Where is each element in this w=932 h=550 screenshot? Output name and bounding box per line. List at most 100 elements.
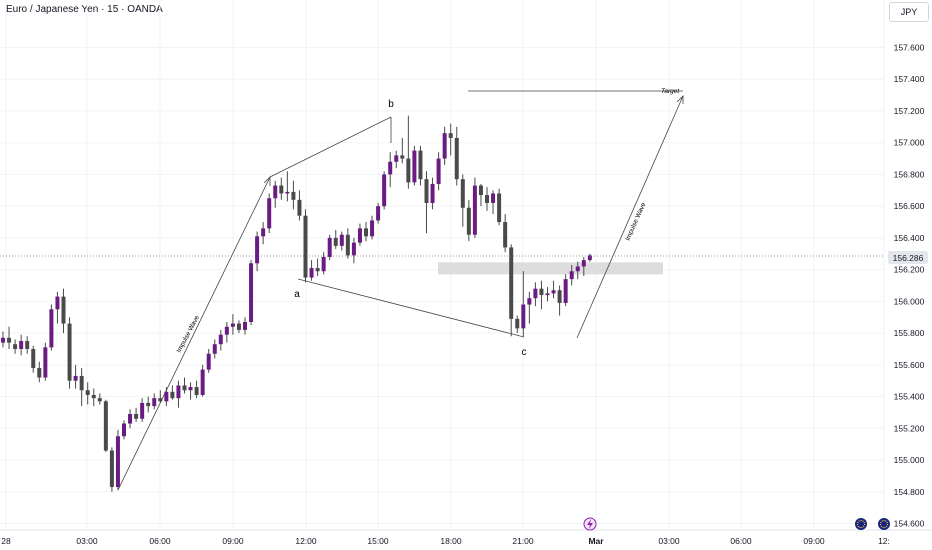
candle bbox=[43, 342, 48, 381]
candle bbox=[249, 260, 254, 326]
price-tick-label: 155.400 bbox=[894, 392, 925, 402]
candle-body bbox=[7, 337, 12, 343]
currency-button[interactable]: JPY bbox=[889, 2, 929, 22]
candle-body bbox=[249, 263, 254, 322]
candle bbox=[345, 228, 350, 259]
candle-body bbox=[527, 298, 532, 305]
candle-body bbox=[267, 198, 272, 229]
candle-body bbox=[539, 288, 544, 296]
candle-body bbox=[236, 323, 241, 330]
candle-body bbox=[152, 398, 157, 407]
line-a-to-b[interactable] bbox=[269, 116, 392, 178]
time-tick-label: Mar bbox=[588, 536, 604, 546]
candle-body bbox=[285, 191, 290, 194]
candle bbox=[1, 331, 5, 348]
candle bbox=[176, 380, 181, 408]
candle bbox=[97, 393, 102, 405]
candle-body bbox=[357, 228, 362, 243]
candle-body bbox=[176, 385, 181, 399]
candle bbox=[388, 152, 393, 188]
candle bbox=[575, 261, 580, 280]
candle bbox=[128, 409, 133, 429]
candle-body bbox=[200, 369, 205, 395]
candle-body bbox=[140, 402, 145, 419]
candle-body bbox=[430, 183, 435, 203]
lightning-icon[interactable] bbox=[583, 517, 597, 531]
label-target: Target bbox=[661, 88, 680, 95]
wave-drawings bbox=[117, 90, 684, 491]
candle bbox=[200, 364, 205, 397]
candle-body bbox=[382, 174, 387, 207]
candle bbox=[73, 364, 78, 389]
price-tick-label: 156.200 bbox=[894, 265, 925, 275]
candle bbox=[569, 264, 574, 286]
candle bbox=[261, 222, 266, 245]
candle-body bbox=[370, 220, 375, 237]
flag-icon[interactable] bbox=[855, 518, 867, 530]
time-tick-label: 12: bbox=[878, 536, 890, 546]
candle-body bbox=[19, 341, 24, 349]
price-tick-label: 154.800 bbox=[894, 487, 925, 497]
candle-body bbox=[1, 337, 5, 343]
candle-body bbox=[442, 133, 447, 159]
candle-body bbox=[388, 161, 393, 175]
candle bbox=[109, 447, 114, 492]
candle-body bbox=[255, 236, 260, 264]
candle-body bbox=[472, 185, 477, 235]
candle-body bbox=[109, 450, 114, 488]
candle bbox=[412, 145, 417, 186]
candle-body bbox=[497, 193, 502, 223]
flag-icon[interactable] bbox=[878, 518, 890, 530]
candle-body bbox=[545, 293, 550, 296]
time-tick-label: 06:00 bbox=[149, 536, 171, 546]
candle bbox=[218, 329, 223, 351]
label-impulse-left: Impulse Wave bbox=[176, 314, 202, 354]
candle bbox=[212, 339, 217, 359]
candle bbox=[376, 202, 381, 224]
candle-body bbox=[448, 133, 453, 138]
candle-body bbox=[351, 242, 356, 256]
candle bbox=[103, 399, 108, 453]
candle bbox=[448, 123, 453, 156]
price-tick-label: 157.200 bbox=[894, 106, 925, 116]
candle bbox=[224, 321, 229, 343]
candle-body bbox=[376, 206, 381, 221]
candle-body bbox=[37, 368, 42, 378]
candle-body bbox=[73, 375, 78, 381]
candle bbox=[158, 390, 163, 403]
impulse-line-right[interactable] bbox=[576, 95, 684, 339]
candle bbox=[243, 317, 247, 335]
candle bbox=[297, 190, 302, 221]
candle bbox=[515, 315, 520, 334]
current-price-label: 156.286 bbox=[893, 253, 924, 263]
price-tick-label: 157.400 bbox=[894, 74, 925, 84]
candle bbox=[67, 317, 72, 389]
candle bbox=[182, 377, 187, 394]
price-tick-label: 154.600 bbox=[894, 519, 925, 529]
candle bbox=[25, 336, 30, 354]
candle bbox=[563, 274, 568, 307]
time-tick-label: 18:00 bbox=[440, 536, 462, 546]
candle-body bbox=[418, 150, 423, 180]
candle bbox=[309, 260, 314, 281]
support-zone[interactable] bbox=[438, 262, 663, 275]
candle-body bbox=[436, 158, 441, 184]
candle-body bbox=[146, 402, 151, 407]
line-a-to-c[interactable] bbox=[297, 278, 525, 338]
candle-body bbox=[61, 296, 66, 324]
candle-body bbox=[327, 237, 332, 257]
label-a: a bbox=[294, 289, 300, 300]
candle bbox=[13, 339, 18, 354]
time-tick-label: 28 bbox=[1, 536, 11, 546]
candle-body bbox=[279, 185, 284, 194]
candle bbox=[460, 174, 465, 227]
candle-body bbox=[97, 398, 102, 402]
candle-body bbox=[406, 158, 411, 183]
candle bbox=[291, 180, 296, 210]
impulse-line-left[interactable] bbox=[117, 176, 271, 491]
candle bbox=[303, 209, 308, 283]
candle bbox=[382, 171, 387, 210]
candle bbox=[503, 214, 508, 253]
